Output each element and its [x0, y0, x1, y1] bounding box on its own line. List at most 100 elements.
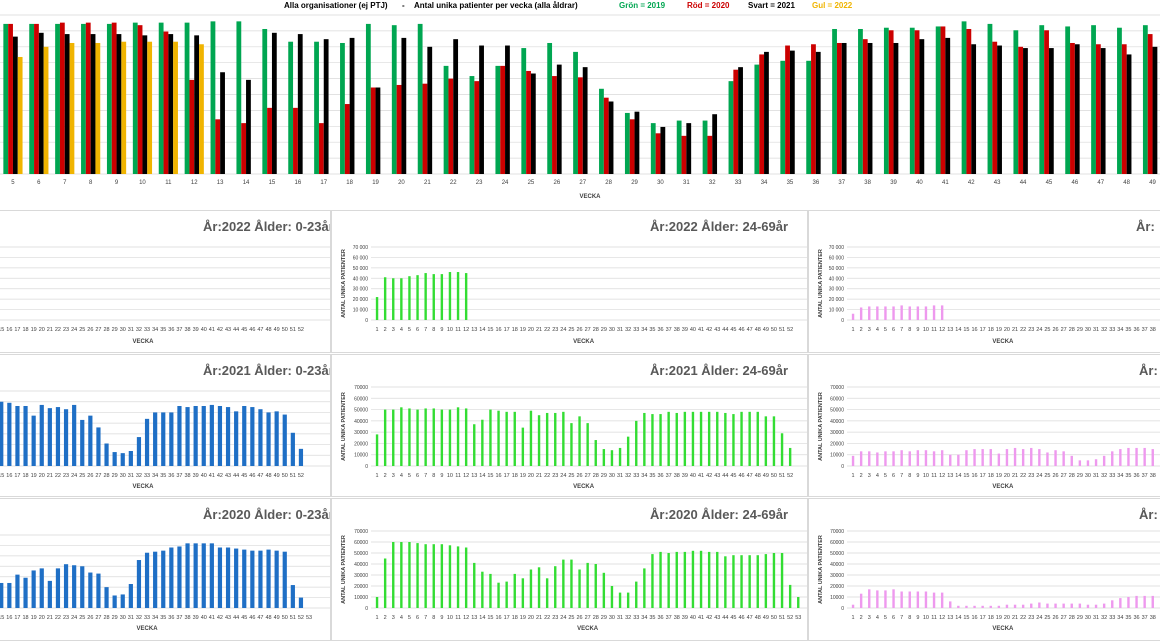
x-tick-label: 24	[560, 615, 566, 621]
y-tick-label: 10000	[354, 453, 368, 459]
x-tick-label: 18	[346, 180, 353, 186]
bar	[756, 555, 759, 608]
x-tick-label: 1	[852, 327, 855, 333]
x-tick-label: 6	[892, 615, 895, 621]
bar	[780, 553, 784, 608]
x-tick-label: 9	[916, 327, 919, 333]
x-tick-label: 17	[980, 615, 986, 621]
x-tick-label: 30	[120, 473, 126, 479]
y-tick-label: 20 000	[353, 297, 369, 303]
x-tick-label: 23	[63, 615, 69, 621]
x-tick-label: 18	[512, 473, 518, 479]
bar-2021	[789, 50, 795, 175]
bar	[298, 448, 304, 466]
bar	[772, 553, 776, 608]
x-tick-label: 4	[400, 473, 403, 479]
x-tick-label: 7	[900, 615, 903, 621]
bar	[96, 427, 101, 466]
x-tick-label: 34	[152, 327, 158, 333]
bar	[185, 543, 190, 608]
chart-2020-age-0-23: 1314151617181920212223242526272829303132…	[0, 498, 331, 641]
bar	[949, 454, 952, 466]
bar-2020	[603, 97, 609, 174]
x-axis-label: VECKA	[573, 484, 595, 490]
x-tick-label: 15	[963, 615, 969, 621]
x-tick-label: 49	[274, 327, 280, 333]
bar	[193, 543, 198, 608]
bar	[707, 411, 711, 466]
x-tick-label: 43	[714, 327, 720, 333]
bar	[424, 408, 427, 466]
x-tick-label: 22	[544, 473, 550, 479]
x-tick-label: 22	[544, 615, 550, 621]
chart-svg: 0 10 000 20 000 30 000 40 000 50 000 60 000 70 …	[818, 245, 1160, 345]
x-tick-label: 20	[39, 327, 45, 333]
y-tick-label: 20000	[830, 441, 844, 447]
bar	[545, 578, 549, 608]
bar-2021	[1126, 54, 1132, 174]
x-tick-label: 37	[666, 473, 672, 479]
bar	[691, 411, 695, 466]
x-axis-label: VECKA	[577, 626, 599, 632]
x-tick-label: 29	[1077, 473, 1083, 479]
x-tick-label: 42	[706, 473, 712, 479]
bar	[242, 406, 247, 466]
bar	[643, 412, 646, 466]
bar-2020	[59, 22, 65, 174]
bar	[432, 544, 435, 608]
x-tick-label: 49	[274, 473, 280, 479]
x-tick-label: 44	[722, 615, 728, 621]
x-tick-label: 16	[495, 473, 501, 479]
bar	[667, 553, 670, 608]
x-tick-label: 38	[184, 327, 190, 333]
x-tick-label: 35	[649, 615, 655, 621]
x-tick-label: 37	[1142, 327, 1148, 333]
x-tick-label: 17	[14, 327, 20, 333]
x-tick-label: 29	[112, 473, 118, 479]
x-tick-label: 46	[249, 473, 255, 479]
x-tick-label: 23	[1028, 327, 1034, 333]
x-tick-label: 38	[674, 615, 680, 621]
bar	[699, 550, 703, 608]
x-tick-label: 8	[908, 473, 911, 479]
x-tick-label: 39	[682, 615, 688, 621]
bar	[193, 406, 198, 466]
x-tick-label: 18	[988, 327, 994, 333]
x-tick-label: 45	[730, 327, 736, 333]
x-tick-label: 30	[1085, 615, 1091, 621]
bar	[225, 407, 231, 466]
y-tick-label: 10000	[354, 595, 368, 601]
y-tick-label: 30 000	[353, 287, 369, 293]
x-tick-label: 3	[868, 327, 871, 333]
bar	[724, 556, 727, 608]
x-axis-label: VECKA	[573, 339, 595, 345]
x-tick-label: 53	[306, 615, 312, 621]
bar	[586, 562, 589, 608]
x-tick-label: 22	[1020, 615, 1026, 621]
x-tick-label: 19	[31, 327, 37, 333]
x-tick-label: 10	[139, 180, 146, 186]
x-tick-label: 17	[14, 473, 20, 479]
x-tick-label: 15	[487, 615, 493, 621]
bar	[7, 402, 12, 466]
bar-2021	[323, 39, 329, 174]
bar-2020	[992, 41, 998, 174]
x-tick-label: 2	[384, 615, 387, 621]
x-tick-label: 17	[504, 473, 510, 479]
bar-2021	[738, 67, 743, 174]
y-axis-label: ANTAL UNIKA PATIENTER	[341, 535, 347, 604]
bar	[957, 605, 960, 608]
x-tick-label: 43	[714, 615, 720, 621]
bar-2022	[199, 44, 204, 175]
x-tick-label: 48	[265, 327, 271, 333]
bar	[505, 581, 508, 608]
bar	[957, 454, 960, 466]
bar	[39, 568, 44, 608]
bar	[1127, 597, 1130, 608]
bar-2021	[815, 51, 821, 174]
bar	[432, 408, 435, 466]
x-tick-label: 47	[1097, 180, 1104, 186]
bar	[80, 419, 85, 466]
chart-title: År:	[1139, 363, 1158, 378]
x-tick-label: 25	[1044, 327, 1050, 333]
